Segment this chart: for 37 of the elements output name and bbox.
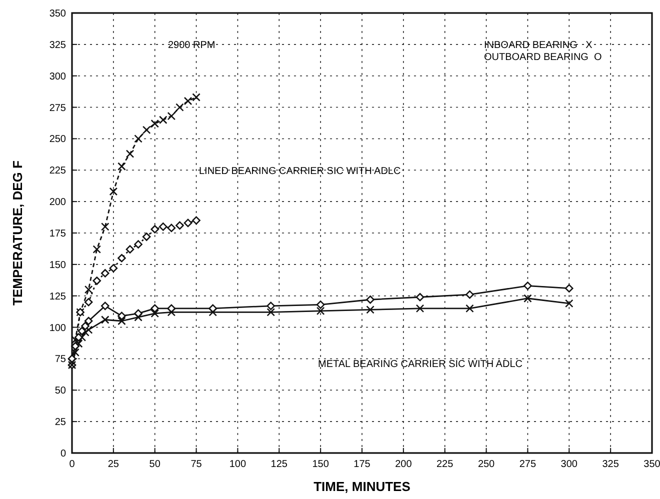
y-tick-label: 75 [54,354,66,366]
x-tick-label: 100 [229,459,246,470]
x-axis-title: TIME, MINUTES [314,479,411,494]
y-tick-label: 125 [49,291,66,302]
x-tick-label: 250 [478,459,496,470]
x-tick-label: 75 [190,459,202,470]
y-tick-label: 325 [49,40,66,51]
y-tick-label: 0 [60,448,66,460]
x-tick-label: 150 [312,459,330,470]
y-axis-title: TEMPERATURE, DEG F [10,160,25,306]
x-tick-label: 125 [270,459,288,470]
x-tick-label: 0 [69,459,76,470]
x-tick-label: 300 [560,459,578,470]
x-tick-label: 275 [519,459,536,470]
y-tick-label: 50 [54,386,66,397]
y-tick-label: 275 [49,102,66,114]
y-tick-label: 350 [49,8,66,20]
annotation: OUTBOARD BEARING O [484,52,602,63]
x-tick-label: 325 [602,459,620,470]
y-tick-label: 175 [49,228,66,240]
annotation: 2900 RPM [168,40,216,51]
x-tick-label: 225 [436,459,454,470]
annotation: LINED BEARING CARRIER SIC WITH ADLC [199,166,401,177]
x-tick-label: 25 [108,459,120,470]
y-tick-label: 300 [49,71,66,82]
y-tick-label: 100 [49,322,66,334]
annotation: METAL BEARING CARRIER SIC WITH ADLC [318,359,522,370]
y-tick-label: 225 [49,166,66,177]
x-tick-label: 175 [354,459,371,470]
x-tick-label: 200 [395,459,412,470]
x-tick-label: 350 [644,459,660,470]
y-tick-label: 250 [49,134,66,146]
y-tick-label: 150 [49,260,66,271]
x-tick-label: 50 [149,459,161,470]
y-tick-label: 25 [54,417,66,428]
y-tick-label: 200 [49,197,66,208]
annotation: INBOARD BEARING X [484,40,593,51]
